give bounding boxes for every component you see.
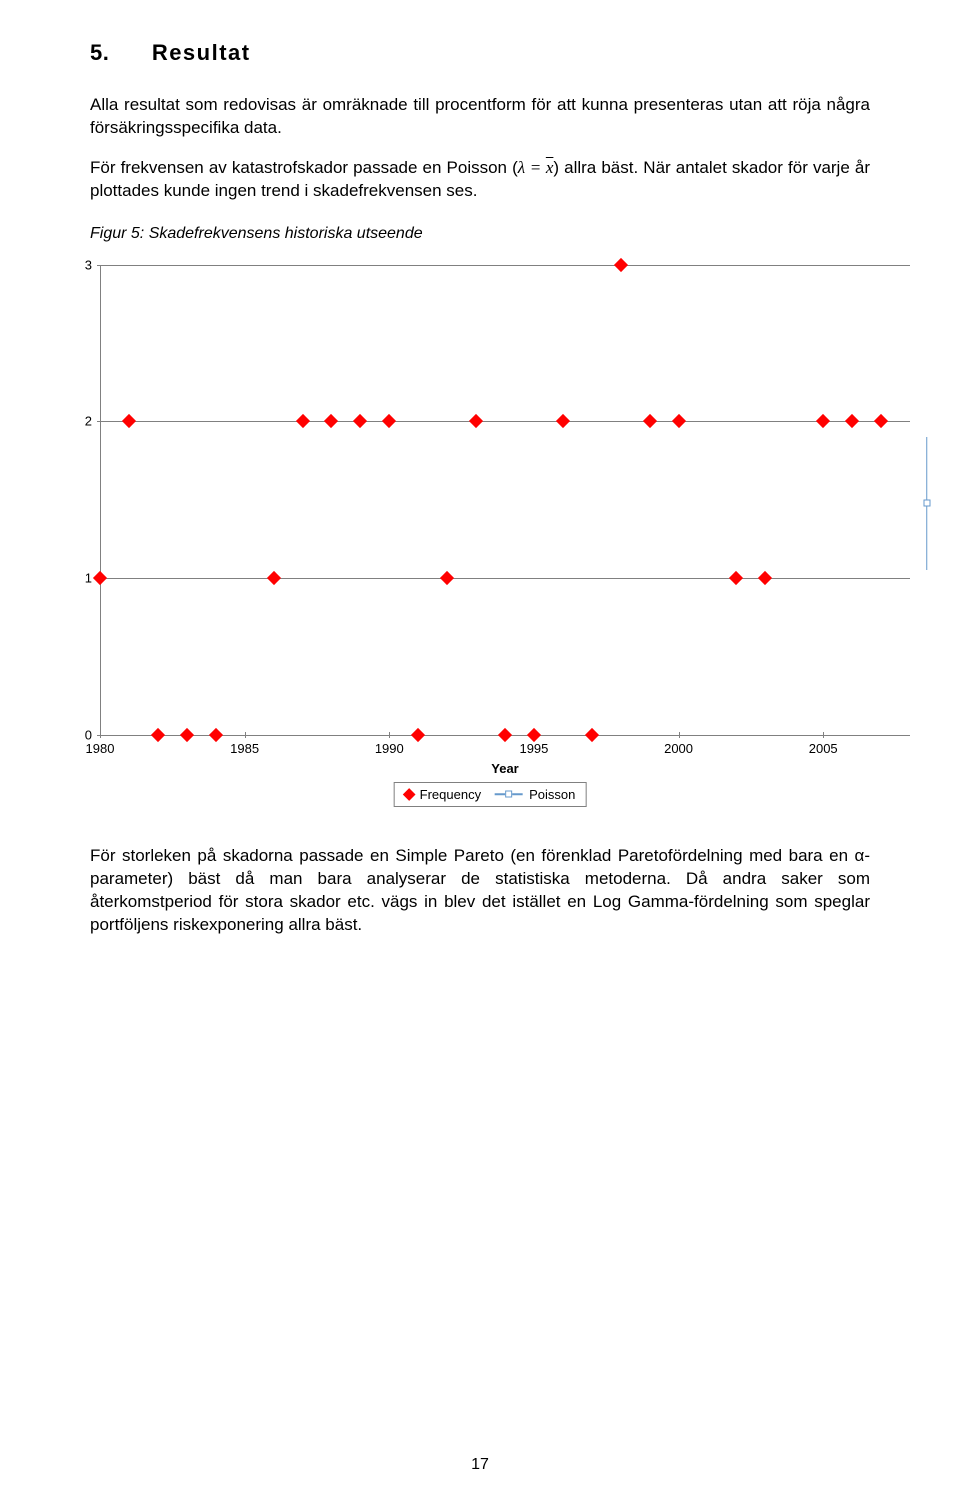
data-point — [180, 728, 194, 742]
x-tick-label: 2005 — [809, 741, 838, 756]
data-point — [845, 414, 859, 428]
poisson-marker-icon — [495, 788, 523, 800]
x-tick-label: 1990 — [375, 741, 404, 756]
y-tick-label: 1 — [85, 571, 92, 586]
data-point — [353, 414, 367, 428]
data-point — [440, 571, 454, 585]
legend-frequency: Frequency — [405, 787, 481, 802]
legend-poisson-label: Poisson — [529, 787, 575, 802]
data-point — [266, 571, 280, 585]
y-tick-label: 2 — [85, 414, 92, 429]
x-tick — [389, 732, 390, 738]
paragraph-2a: För frekvensen av katastrofskador passad… — [90, 158, 518, 177]
diamond-icon — [403, 788, 416, 801]
data-point — [209, 728, 223, 742]
section-heading: 5. Resultat — [90, 40, 870, 66]
data-point — [874, 414, 888, 428]
poisson-series — [925, 437, 928, 570]
data-point — [469, 414, 483, 428]
data-point — [643, 414, 657, 428]
x-tick — [823, 732, 824, 738]
plot-area: 0123198019851990199520002005Year — [100, 265, 910, 735]
x-tick — [100, 732, 101, 738]
data-point — [382, 414, 396, 428]
data-point — [93, 571, 107, 585]
data-point — [729, 571, 743, 585]
figure-caption: Figur 5: Skadefrekvensens historiska uts… — [90, 225, 870, 243]
legend-frequency-label: Frequency — [420, 787, 481, 802]
paragraph-2: För frekvensen av katastrofskador passad… — [90, 157, 870, 203]
y-tick — [97, 265, 103, 266]
poisson-formula: λ = x — [518, 158, 554, 177]
data-point — [816, 414, 830, 428]
gridline — [100, 578, 910, 579]
data-point — [498, 728, 512, 742]
page-number: 17 — [471, 1456, 489, 1474]
y-tick — [97, 421, 103, 422]
data-point — [671, 414, 685, 428]
data-point — [411, 728, 425, 742]
y-axis — [100, 265, 101, 735]
page: 5. Resultat Alla resultat som redovisas … — [0, 0, 960, 1502]
heading-title: Resultat — [152, 40, 251, 65]
scatter-chart: 0123198019851990199520002005Year Frequen… — [70, 265, 910, 825]
x-axis-title: Year — [491, 761, 518, 776]
x-tick — [245, 732, 246, 738]
data-point — [324, 414, 338, 428]
x-tick-label: 2000 — [664, 741, 693, 756]
x-tick-label: 1985 — [230, 741, 259, 756]
chart-legend: Frequency Poisson — [394, 782, 587, 807]
gridline — [100, 265, 910, 266]
x-tick-label: 1980 — [86, 741, 115, 756]
data-point — [614, 258, 628, 272]
paragraph-3: För storleken på skadorna passade en Sim… — [90, 845, 870, 937]
x-tick — [679, 732, 680, 738]
data-point — [122, 414, 136, 428]
legend-poisson: Poisson — [495, 787, 575, 802]
gridline — [100, 421, 910, 422]
x-tick-label: 1995 — [519, 741, 548, 756]
data-point — [758, 571, 772, 585]
heading-number: 5. — [90, 40, 109, 65]
paragraph-1: Alla resultat som redovisas är omräknade… — [90, 94, 870, 140]
data-point — [585, 728, 599, 742]
data-point — [527, 728, 541, 742]
data-point — [556, 414, 570, 428]
y-tick-label: 3 — [85, 257, 92, 272]
data-point — [151, 728, 165, 742]
data-point — [295, 414, 309, 428]
